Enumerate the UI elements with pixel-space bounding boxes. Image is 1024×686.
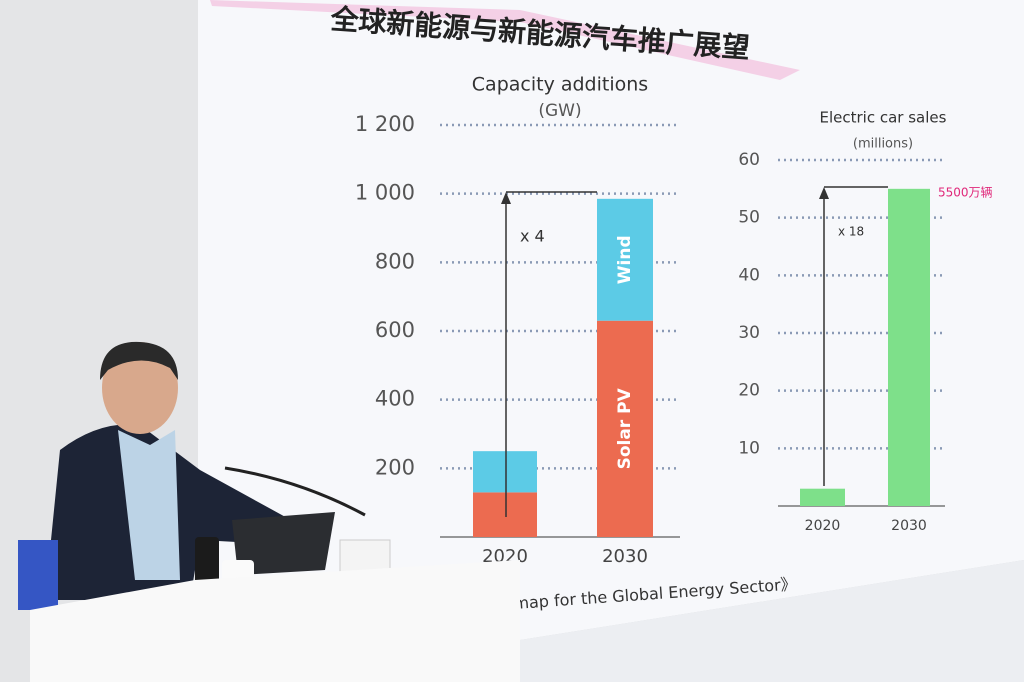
title-stripe [210,0,800,80]
chart-title: Capacity additions [472,74,648,96]
y-tick-label: 200 [375,455,415,479]
x-tick-label: 2030 [891,518,927,534]
y-tick-label: 400 [375,387,415,411]
x-tick-label: 2020 [805,518,841,534]
bar-segment [597,198,653,321]
y-tick-label: 1 200 [355,112,415,136]
bar-segment [597,320,653,537]
growth-annotation: x 18 [838,225,864,239]
y-tick-label: 50 [738,208,760,228]
value-label: 5500万辆 [938,185,993,199]
presenter-shirt [118,430,180,580]
presenter-face [102,342,178,434]
series-label: Wind [615,235,635,284]
table-cloth [30,560,520,682]
x-tick-label: 2030 [602,546,648,567]
chart-title: Electric car sales [820,109,947,127]
microphone [224,466,366,517]
chart-subtitle: (millions) [853,137,913,152]
y-tick-label: 800 [375,249,415,273]
bar-segment [473,451,537,493]
bar [800,488,845,506]
arrow-head [501,192,511,204]
growth-annotation: x 4 [520,227,545,246]
y-tick-label: 30 [738,323,760,343]
presenter-hair [100,341,178,380]
chart-subtitle: (GW) [538,101,581,121]
bar-segment [473,492,537,537]
y-tick-label: 600 [375,318,415,342]
y-tick-label: 20 [738,381,760,401]
chair [18,540,58,610]
floor-reflection [520,560,1024,682]
arrow-head [819,187,829,199]
laptop [232,512,335,575]
y-tick-label: 40 [738,265,760,285]
y-tick-label: 1 000 [355,181,415,205]
y-tick-label: 10 [738,438,760,458]
series-label: Solar PV [615,387,635,469]
y-tick-label: 60 [738,150,760,170]
bar [888,188,930,507]
